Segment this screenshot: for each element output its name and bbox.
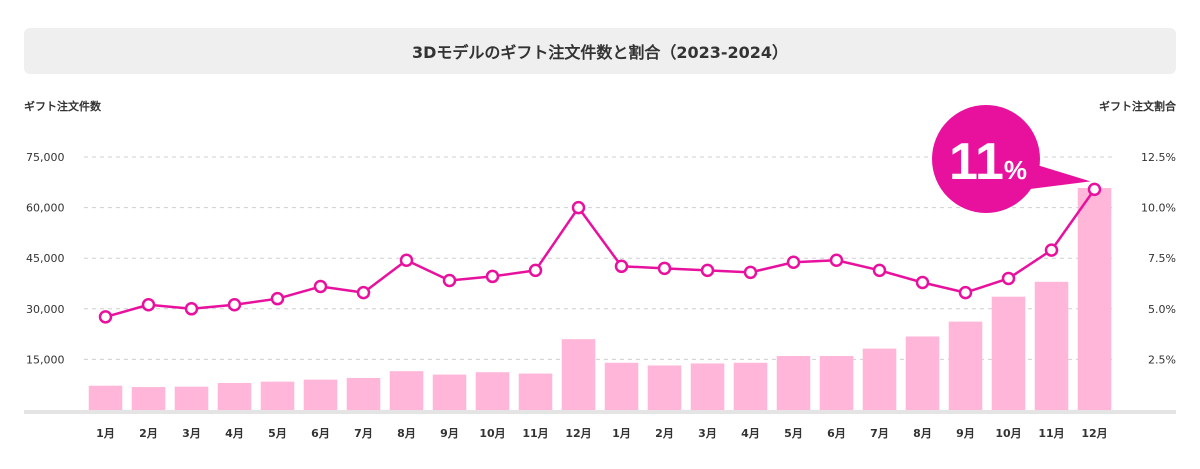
y-tick-right: 10.0% — [1141, 202, 1176, 215]
ratio-point — [657, 261, 672, 276]
y-tick-left: 30,000 — [26, 303, 65, 316]
bar — [862, 348, 897, 410]
x-tick-label: 5月 — [784, 427, 803, 440]
x-tick-label: 1月 — [612, 427, 631, 440]
x-tick-label: 2月 — [139, 427, 158, 440]
y-tick-left: 45,000 — [26, 252, 65, 265]
bar — [561, 339, 596, 410]
bar — [260, 381, 295, 410]
chart-title-bar: 3Dモデルのギフト注文件数と割合（2023-2024） — [24, 28, 1176, 74]
x-tick-label: 12月 — [565, 427, 591, 440]
bar — [217, 383, 252, 410]
ratio-point — [1001, 271, 1016, 286]
callout-bubble — [932, 105, 1040, 213]
y-axis-title-right: ギフト注文割合 — [1099, 99, 1177, 113]
bar — [1077, 188, 1112, 410]
ratio-point — [528, 263, 543, 278]
ratio-point — [700, 263, 715, 278]
ratio-point — [1087, 182, 1102, 197]
x-tick-label: 8月 — [397, 427, 416, 440]
ratio-point — [1044, 243, 1059, 257]
x-tick-label: 3月 — [182, 427, 201, 440]
x-tick-label: 2月 — [655, 427, 674, 440]
bar — [991, 296, 1026, 410]
y-tick-right: 2.5% — [1148, 353, 1176, 366]
bar — [819, 356, 854, 410]
ratio-point — [227, 298, 242, 312]
bar — [475, 372, 510, 410]
bar — [604, 362, 639, 410]
ratio-point — [958, 285, 973, 300]
bar — [733, 362, 768, 410]
bar — [776, 356, 811, 410]
x-tick-label: 9月 — [956, 427, 975, 440]
x-tick-label: 6月 — [311, 427, 330, 440]
ratio-point — [356, 285, 371, 300]
ratio-point — [442, 273, 457, 288]
y-tick-right: 12.5% — [1141, 151, 1176, 164]
x-tick-label: 7月 — [354, 427, 373, 440]
callout-unit: % — [1004, 155, 1027, 185]
ratio-line — [105, 188, 1096, 319]
ratio-point — [915, 275, 930, 290]
x-tick-label: 10月 — [479, 427, 505, 440]
bar — [303, 379, 338, 410]
ratio-point — [786, 255, 801, 269]
bar — [647, 365, 682, 410]
ratio-point — [98, 310, 113, 324]
y-tick-right: 7.5% — [1148, 252, 1176, 265]
bar — [88, 385, 123, 410]
ratio-point — [270, 291, 285, 306]
x-tick-label: 5月 — [268, 427, 287, 440]
x-tick-label: 11月 — [522, 427, 548, 440]
chart-title: 3Dモデルのギフト注文件数と割合（2023-2024） — [411, 43, 789, 62]
y-tick-left: 60,000 — [26, 202, 65, 215]
bar — [432, 374, 467, 410]
bar — [131, 387, 166, 410]
y-tick-left: 15,000 — [26, 353, 65, 366]
x-tick-label: 12月 — [1081, 427, 1107, 440]
bar — [174, 386, 209, 410]
ratio-point — [313, 279, 328, 294]
x-tick-label: 11月 — [1038, 427, 1064, 440]
y-axis-title-left: ギフト注文件数 — [24, 99, 102, 113]
callout-pointer — [1024, 161, 1091, 189]
ratio-point — [743, 265, 758, 280]
y-tick-left: 75,000 — [26, 151, 65, 164]
x-tick-label: 4月 — [225, 427, 244, 440]
bar — [346, 377, 381, 410]
bar — [948, 321, 983, 410]
bar — [690, 363, 725, 410]
ratio-point — [571, 200, 586, 215]
ratio-point — [141, 298, 156, 312]
x-tick-label: 1月 — [96, 427, 115, 440]
x-tick-label: 4月 — [741, 427, 760, 440]
bar — [389, 371, 424, 410]
x-tick-label: 8月 — [913, 427, 932, 440]
ratio-point — [184, 302, 199, 316]
x-tick-label: 10月 — [995, 427, 1021, 440]
ratio-point — [399, 253, 414, 267]
x-tick-label: 9月 — [440, 427, 459, 440]
ratio-point — [872, 263, 887, 278]
callout-label: 11% — [949, 133, 1027, 191]
x-tick-label: 3月 — [698, 427, 717, 440]
ratio-point — [614, 259, 629, 274]
bar — [518, 373, 553, 410]
bar — [1034, 281, 1069, 410]
x-axis-baseline — [24, 410, 1176, 414]
bar — [905, 336, 940, 410]
ratio-point — [485, 269, 500, 284]
x-tick-label: 7月 — [870, 427, 889, 440]
y-tick-right: 5.0% — [1148, 303, 1176, 316]
ratio-point — [829, 253, 844, 267]
x-tick-label: 6月 — [827, 427, 846, 440]
callout-number: 11 — [949, 133, 1004, 191]
